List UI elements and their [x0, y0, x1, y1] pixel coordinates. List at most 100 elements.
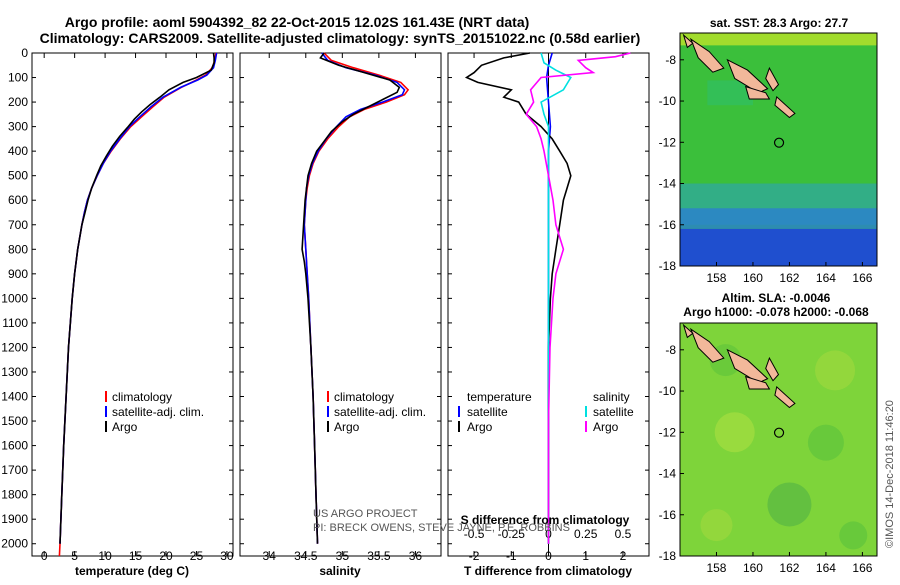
top-tick-label: 0.5: [615, 527, 632, 541]
legend-swatch-argo: [327, 421, 329, 432]
temperature-xlabel: temperature (deg C): [75, 564, 189, 578]
salinity-xlabel: salinity: [319, 564, 361, 578]
x-tick-label: -2: [469, 549, 480, 563]
pi-credit: PI: BRECK OWENS, STEVE JAYNE, P.E. ROBBI…: [313, 522, 570, 534]
island-shape: [744, 375, 771, 390]
legend-satellite: satellite-adj. clim.: [112, 405, 204, 419]
sst-map: 158 160 162 164 166 -8 -10 -12 -14 -16 -18: [659, 32, 878, 285]
legend-swatch-s-argo: [585, 421, 587, 432]
x-tick-label: 34.5: [294, 549, 318, 563]
x-tick-label: 1: [582, 549, 589, 563]
map-y-tick-label: -14: [659, 177, 677, 191]
project-credit: US ARGO PROJECT: [313, 508, 418, 520]
map-y-tick-label: -18: [659, 259, 677, 273]
map-x-tick-label: 166: [852, 561, 872, 575]
top-tick-label: -0.25: [498, 527, 526, 541]
legend-swatch-climatology: [327, 391, 329, 402]
depth-tick-label: 900: [8, 267, 28, 281]
legend-swatch-argo: [105, 421, 107, 432]
island-shape: [689, 327, 725, 363]
legend-t-satellite: satellite: [467, 405, 508, 419]
legend-climatology: climatology: [334, 390, 394, 404]
depth-tick-label: 300: [8, 120, 28, 134]
x-tick-label: 36: [409, 549, 423, 563]
map-frame: [679, 32, 878, 267]
depth-tick-label: 1700: [1, 463, 28, 477]
x-tick-label: 0: [41, 549, 48, 563]
island-shape: [765, 356, 780, 382]
map-x-tick-label: 162: [779, 271, 799, 285]
map-y-tick-label: -8: [665, 53, 676, 67]
map-y-tick-label: -10: [659, 384, 677, 398]
legend-swatch-satellite: [327, 406, 329, 417]
figure-title-line1: Argo profile: aoml 5904392_82 22-Oct-201…: [65, 14, 530, 30]
island-shape: [774, 385, 796, 409]
x-tick-label: 25: [190, 549, 204, 563]
legend-swatch-satellite: [105, 406, 107, 417]
x-tick-label: 15: [129, 549, 143, 563]
sla-anomaly-blob: [807, 424, 844, 461]
legend-satellite: satellite-adj. clim.: [334, 405, 426, 419]
depth-tick-label: 1900: [1, 512, 28, 526]
salinity-panel: [239, 52, 442, 557]
sla-anomaly-blob: [767, 482, 812, 527]
island-shape: [765, 66, 780, 92]
x-tick-label: 35.5: [367, 549, 391, 563]
imos-credit: ©IMOS 14-Dec-2018 11:46:20: [884, 400, 896, 548]
depth-tick-label: 700: [8, 218, 28, 232]
sla-map-title: Altim. SLA: -0.0046: [722, 291, 831, 305]
legend-s-satellite: satellite: [593, 405, 634, 419]
legend-temperature-title: temperature: [467, 390, 532, 404]
x-tick-label: 34: [263, 549, 277, 563]
top-tick-label: -0.5: [464, 527, 485, 541]
series-line-s-satellite: [540, 52, 572, 544]
map-y-tick-label: -12: [659, 135, 677, 149]
map-x-tick-label: 160: [743, 561, 763, 575]
depth-tick-label: 1600: [1, 439, 28, 453]
depth-tick-label: 600: [8, 193, 28, 207]
depth-tick-label: 1200: [1, 340, 28, 354]
figure-title-line2: Climatology: CARS2009. Satellite-adjuste…: [40, 30, 641, 46]
map-x-tick-label: 162: [779, 561, 799, 575]
depth-tick-label: 1100: [2, 316, 28, 330]
map-y-tick-label: -16: [659, 508, 677, 522]
x-tick-label: 30: [220, 549, 234, 563]
depth-tick-label: 2000: [1, 537, 28, 551]
sst-band: [680, 228, 877, 266]
map-x-tick-label: 166: [852, 271, 872, 285]
legend-argo: Argo: [334, 420, 360, 434]
island-shape: [726, 58, 769, 94]
series-line-t-argo: [464, 52, 572, 544]
profile-location-marker: [773, 427, 785, 438]
map-x-tick-label: 164: [816, 561, 836, 575]
difference-legend: temperature satellite Argo salinity sate…: [458, 390, 634, 434]
depth-tick-label: 800: [8, 242, 28, 256]
x-tick-label: 5: [71, 549, 78, 563]
map-y-tick-label: -14: [659, 467, 677, 481]
temperature-legend: climatology satellite-adj. clim. Argo: [105, 390, 204, 434]
depth-tick-label: 500: [8, 169, 28, 183]
sla-anomaly-blob: [714, 412, 755, 453]
island-shape: [744, 85, 771, 100]
legend-s-argo: Argo: [593, 420, 619, 434]
island-shape: [682, 323, 694, 339]
legend-climatology: climatology: [112, 390, 172, 404]
depth-tick-label: 1300: [1, 365, 28, 379]
sla-anomaly-blob: [700, 509, 733, 542]
legend-swatch-t-argo: [458, 421, 460, 432]
sla-map: 158 160 162 164 166 -8 -10 -12 -14 -16 -18: [659, 322, 878, 575]
s-difference-toplabel: S difference from climatology: [461, 513, 630, 527]
legend-t-argo: Argo: [467, 420, 493, 434]
sla-map-subtitle: Argo h1000: -0.078 h2000: -0.068: [683, 305, 869, 319]
map-y-tick-label: -18: [659, 549, 677, 563]
island-shape: [682, 33, 694, 49]
map-x-tick-label: 158: [706, 561, 726, 575]
x-tick-label: 35: [336, 549, 350, 563]
temperature-plot: 0 5 10 15 20 25 30: [41, 52, 234, 563]
sst-band: [680, 208, 877, 229]
map-y-tick-label: -16: [659, 218, 677, 232]
map-y-tick-label: -10: [659, 94, 677, 108]
top-tick-label: 0.25: [574, 527, 598, 541]
